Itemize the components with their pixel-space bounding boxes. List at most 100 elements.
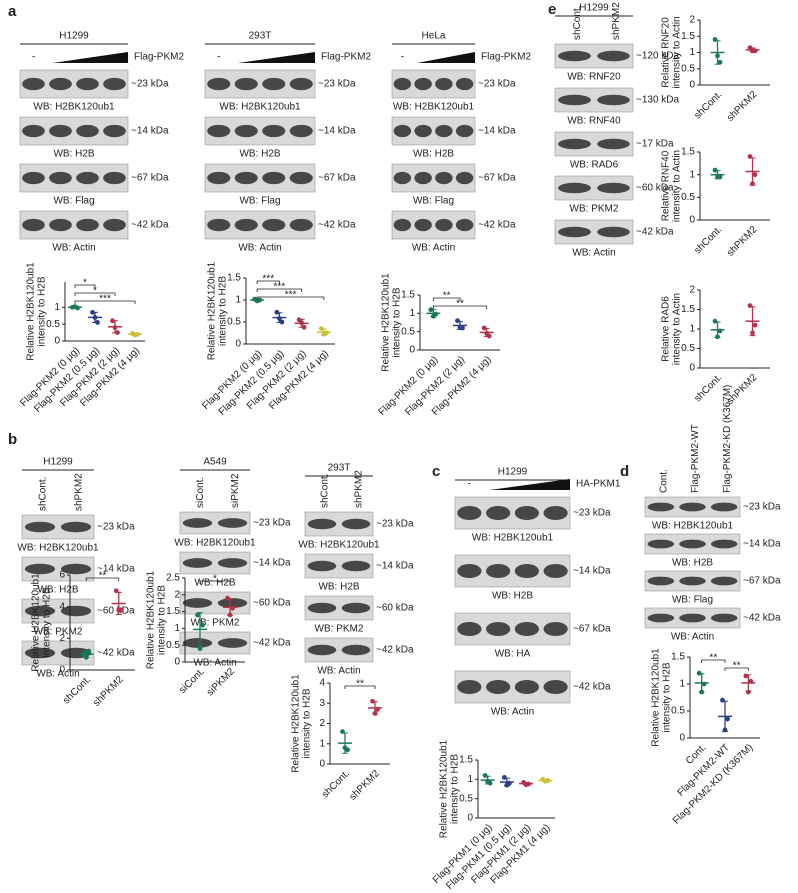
- y-tick-label: 4: [59, 601, 65, 612]
- y-tick-label: 1.5: [401, 290, 415, 301]
- blot-label: WB: Actin: [238, 243, 281, 254]
- dose-wedge: [238, 52, 315, 63]
- y-axis-label: Relative H2BK120ub1: [439, 739, 450, 838]
- y-axis-label: Relative H2BK120ub1: [381, 273, 392, 372]
- blot-label: WB: PKM2: [191, 618, 240, 629]
- band: [514, 621, 539, 637]
- sig-bracket: [432, 297, 461, 301]
- kda: ~42 kDa: [97, 648, 135, 659]
- blot-label: WB: PKM2: [315, 624, 364, 635]
- data-point: [257, 297, 263, 303]
- y-axis-label: Relative H2BK120ub1: [31, 573, 42, 672]
- band: [710, 502, 738, 512]
- band: [558, 182, 591, 194]
- band: [234, 77, 258, 91]
- data-point: [545, 778, 551, 783]
- blot-label: WB: Actin: [412, 243, 455, 254]
- band: [393, 171, 412, 185]
- band: [414, 77, 432, 91]
- lane-label: shCont.: [38, 477, 49, 511]
- y-tick-label: 0.5: [681, 343, 695, 354]
- y-tick-label: 0.5: [681, 192, 695, 203]
- data-point: [370, 698, 375, 704]
- band: [543, 505, 568, 521]
- data-point: [747, 154, 753, 159]
- band: [24, 563, 56, 575]
- sig-label: *: [213, 574, 217, 585]
- band: [217, 558, 248, 568]
- y-tick-label: 0.5: [401, 326, 415, 337]
- kda: ~60 kDa: [636, 183, 674, 194]
- band: [289, 77, 313, 91]
- kda: ~14 kDa: [743, 539, 781, 550]
- lane-label: shPKM2: [354, 470, 365, 508]
- kda: ~14 kDa: [478, 126, 516, 137]
- data-point: [717, 174, 723, 180]
- y-axis-label: Relative H2BK120ub1: [291, 674, 302, 773]
- kda: ~23 kDa: [743, 502, 781, 513]
- cell-line: H1299: [579, 3, 609, 14]
- band: [341, 602, 371, 614]
- y-tick-label: 1: [319, 738, 325, 749]
- band: [22, 218, 45, 232]
- kda: ~60 kDa: [253, 598, 291, 609]
- data-point: [506, 780, 512, 786]
- kda: ~42 kDa: [636, 227, 674, 238]
- sig-label: **: [443, 291, 451, 302]
- band: [679, 576, 706, 586]
- blot-label: WB: Actin: [491, 707, 534, 718]
- x-tick-label: shCont.: [692, 224, 724, 256]
- data-point: [501, 775, 507, 780]
- y-tick-label: 1: [467, 774, 473, 785]
- dose-wedge: [52, 52, 128, 63]
- data-point: [118, 607, 124, 613]
- band: [24, 647, 56, 659]
- band: [558, 94, 591, 106]
- band: [217, 518, 248, 528]
- band: [393, 218, 412, 232]
- kda: ~42 kDa: [478, 220, 516, 231]
- band: [486, 563, 511, 579]
- y-axis-label: Relative H2BK120ub1: [146, 570, 157, 669]
- blot-label: WB: H2BK120ub1: [174, 538, 256, 549]
- band: [597, 226, 630, 238]
- data-point: [752, 322, 758, 328]
- kda: ~14 kDa: [253, 558, 291, 569]
- band: [710, 613, 738, 623]
- x-tick-label: shCont.: [692, 89, 724, 121]
- band: [76, 124, 99, 138]
- band: [24, 605, 56, 617]
- band: [455, 124, 474, 138]
- band: [558, 138, 591, 150]
- y-tick-label: 0.5: [227, 317, 241, 328]
- blot-label: WB: Flag: [672, 595, 713, 606]
- data-point: [712, 167, 718, 173]
- band: [234, 171, 258, 185]
- band: [514, 563, 539, 579]
- y-tick-label: 1: [679, 679, 685, 690]
- sig-label: **: [733, 661, 741, 672]
- cell-line: H1299: [43, 457, 73, 468]
- kda: ~130 kDa: [636, 95, 680, 106]
- blot-label: WB: RAD6: [570, 160, 619, 171]
- data-point: [696, 670, 702, 676]
- cell-line: H1299: [498, 467, 528, 478]
- cell-line: H1299: [59, 31, 89, 42]
- y-tick-label: 0: [409, 345, 415, 356]
- y-axis-label: Relative H2BK120ub1: [651, 648, 662, 747]
- y-tick-label: 2: [689, 15, 695, 26]
- y-axis-label: Relative RAD6: [661, 296, 672, 362]
- data-point: [197, 646, 203, 651]
- sig-label: ***: [262, 274, 274, 285]
- sig-label: ***: [99, 294, 111, 305]
- y-axis-label: Relative H2BK120ub1: [207, 261, 218, 360]
- band: [514, 679, 539, 695]
- data-point: [340, 729, 345, 734]
- data-point: [83, 654, 89, 660]
- lane-label: Cont.: [658, 469, 669, 493]
- lane-label: siCont.: [195, 477, 206, 508]
- data-point: [701, 681, 707, 687]
- y-tick-label: 0: [174, 657, 180, 668]
- band: [647, 502, 675, 512]
- lane-dash: -: [468, 479, 471, 490]
